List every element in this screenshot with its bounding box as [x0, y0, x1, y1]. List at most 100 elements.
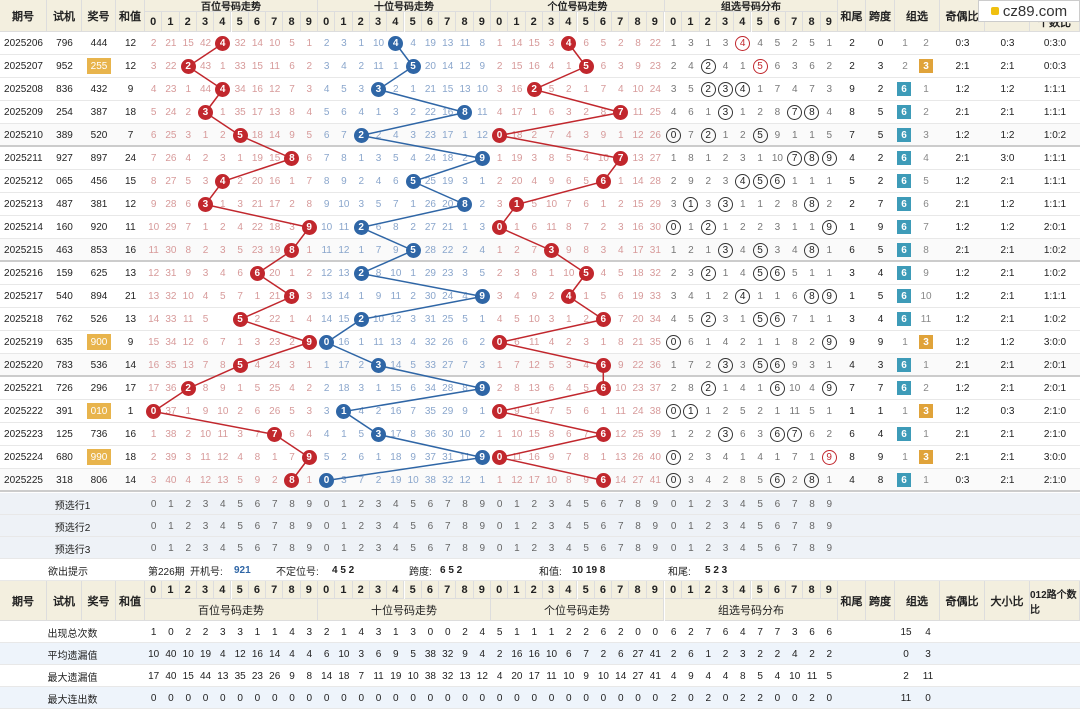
preselect-digit[interactable]: 0 [670, 520, 677, 532]
preselect-digit[interactable]: 4 [393, 520, 399, 532]
preselect-digit[interactable]: 6 [774, 498, 781, 510]
preselect-digit[interactable]: 0 [323, 498, 330, 510]
preselect-digit[interactable]: 6 [600, 520, 607, 532]
preselect-digit[interactable]: 4 [740, 498, 746, 510]
preselect-digit[interactable]: 1 [688, 498, 694, 510]
preselect-digit[interactable]: 6 [600, 542, 607, 554]
preselect-digit[interactable]: 7 [617, 520, 624, 532]
preselect-digit[interactable]: 6 [254, 520, 261, 532]
preselect-digit[interactable]: 7 [444, 498, 451, 510]
preselect-digit[interactable]: 7 [617, 542, 624, 554]
preselect-digit[interactable]: 1 [688, 542, 694, 554]
preselect-digit[interactable]: 2 [531, 542, 538, 554]
preselect-digit[interactable]: 8 [289, 498, 295, 510]
preselect-digit[interactable]: 4 [393, 542, 399, 554]
preselect-digit[interactable]: 4 [740, 520, 746, 532]
preselect-digit[interactable]: 2 [185, 542, 192, 554]
preselect-digit[interactable]: 0 [150, 498, 157, 510]
preselect-digit[interactable]: 7 [444, 542, 451, 554]
preselect-digit[interactable]: 7 [791, 498, 798, 510]
preselect-digit[interactable]: 9 [479, 498, 486, 510]
preselect-digit[interactable]: 4 [566, 498, 572, 510]
preselect-label[interactable]: 预选行3 [54, 544, 91, 556]
preselect-digit[interactable]: 5 [410, 520, 416, 532]
preselect-digit[interactable]: 3 [375, 520, 382, 532]
preselect-digit[interactable]: 1 [168, 498, 174, 510]
preselect-digit[interactable]: 9 [479, 520, 486, 532]
preselect-digit[interactable]: 5 [237, 498, 243, 510]
preselect-digit[interactable]: 7 [791, 520, 798, 532]
preselect-digit[interactable]: 9 [306, 498, 313, 510]
preselect-digit[interactable]: 8 [635, 542, 641, 554]
preselect-digit[interactable]: 4 [566, 542, 572, 554]
preselect-digit[interactable]: 8 [289, 520, 295, 532]
preselect-label[interactable]: 预选行2 [54, 522, 91, 534]
preselect-digit[interactable]: 2 [705, 542, 712, 554]
preselect-label[interactable]: 预选行1 [54, 500, 91, 512]
preselect-digit[interactable]: 0 [496, 542, 503, 554]
preselect-digit[interactable]: 6 [254, 542, 261, 554]
preselect-digit[interactable]: 6 [774, 542, 781, 554]
preselect-digit[interactable]: 6 [427, 520, 434, 532]
preselect-digit[interactable]: 5 [237, 542, 243, 554]
preselect-digit[interactable]: 7 [271, 542, 278, 554]
preselect-digit[interactable]: 3 [202, 542, 209, 554]
preselect-digit[interactable]: 9 [826, 520, 833, 532]
preselect-digit[interactable]: 4 [740, 542, 746, 554]
preselect-digit[interactable]: 4 [393, 498, 399, 510]
preselect-digit[interactable]: 6 [427, 542, 434, 554]
preselect-digit[interactable]: 0 [150, 542, 157, 554]
preselect-digit[interactable]: 5 [757, 520, 763, 532]
preselect-digit[interactable]: 0 [150, 520, 157, 532]
preselect-digit[interactable]: 5 [757, 498, 763, 510]
preselect-digit[interactable]: 5 [410, 498, 416, 510]
preselect-digit[interactable]: 4 [220, 542, 226, 554]
preselect-digit[interactable]: 8 [809, 520, 815, 532]
preselect-digit[interactable]: 3 [548, 498, 555, 510]
preselect-digit[interactable]: 3 [722, 498, 729, 510]
preselect-digit[interactable]: 7 [444, 520, 451, 532]
preselect-digit[interactable]: 0 [670, 498, 677, 510]
preselect-digit[interactable]: 8 [462, 498, 468, 510]
preselect-digit[interactable]: 4 [566, 520, 572, 532]
preselect-digit[interactable]: 2 [705, 520, 712, 532]
preselect-digit[interactable]: 1 [168, 542, 174, 554]
preselect-digit[interactable]: 0 [496, 498, 503, 510]
preselect-digit[interactable]: 2 [358, 542, 365, 554]
preselect-digit[interactable]: 7 [271, 520, 278, 532]
preselect-digit[interactable]: 8 [462, 520, 468, 532]
preselect-digit[interactable]: 1 [341, 520, 347, 532]
preselect-digit[interactable]: 8 [809, 542, 815, 554]
preselect-digit[interactable]: 1 [514, 498, 520, 510]
preselect-digit[interactable]: 8 [289, 542, 295, 554]
preselect-digit[interactable]: 3 [375, 542, 382, 554]
preselect-digit[interactable]: 6 [254, 498, 261, 510]
preselect-digit[interactable]: 5 [583, 520, 589, 532]
preselect-digit[interactable]: 9 [652, 498, 659, 510]
preselect-digit[interactable]: 1 [688, 520, 694, 532]
preselect-digit[interactable]: 0 [323, 542, 330, 554]
preselect-digit[interactable]: 1 [341, 542, 347, 554]
preselect-digit[interactable]: 9 [652, 520, 659, 532]
preselect-digit[interactable]: 0 [323, 520, 330, 532]
preselect-digit[interactable]: 3 [722, 520, 729, 532]
header-period[interactable]: 期号 [0, 0, 47, 32]
preselect-digit[interactable]: 8 [462, 542, 468, 554]
preselect-digit[interactable]: 2 [705, 498, 712, 510]
preselect-digit[interactable]: 9 [652, 542, 659, 554]
preselect-digit[interactable]: 7 [617, 498, 624, 510]
preselect-digit[interactable]: 9 [826, 542, 833, 554]
preselect-digit[interactable]: 5 [583, 542, 589, 554]
preselect-digit[interactable]: 2 [185, 498, 192, 510]
preselect-digit[interactable]: 1 [514, 542, 520, 554]
preselect-digit[interactable]: 1 [341, 498, 347, 510]
preselect-digit[interactable]: 2 [358, 498, 365, 510]
preselect-digit[interactable]: 6 [774, 520, 781, 532]
preselect-digit[interactable]: 4 [220, 520, 226, 532]
preselect-digit[interactable]: 6 [427, 498, 434, 510]
preselect-digit[interactable]: 3 [375, 498, 382, 510]
preselect-digit[interactable]: 3 [202, 498, 209, 510]
preselect-digit[interactable]: 6 [600, 498, 607, 510]
preselect-digit[interactable]: 5 [757, 542, 763, 554]
preselect-digit[interactable]: 2 [185, 520, 192, 532]
